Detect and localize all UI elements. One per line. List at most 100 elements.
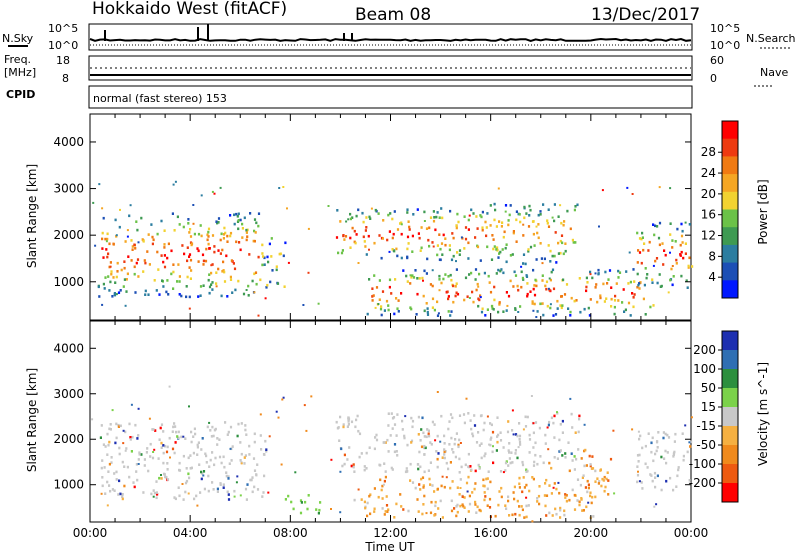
data-cell (380, 256, 383, 260)
data-cell (409, 282, 412, 285)
data-cell (382, 441, 385, 444)
data-cell (557, 241, 560, 245)
data-cell (178, 461, 181, 465)
data-cell (573, 455, 576, 458)
data-cell (562, 278, 565, 282)
data-cell (135, 470, 138, 473)
data-cell (490, 258, 494, 261)
data-cell (117, 423, 120, 427)
data-cell (651, 436, 654, 440)
data-cell (178, 280, 181, 283)
data-cell (156, 493, 159, 496)
data-cell (455, 268, 458, 271)
data-cell (218, 455, 222, 459)
data-cell (244, 454, 247, 457)
data-cell (168, 385, 171, 388)
data-cell (143, 458, 146, 461)
data-cell (552, 287, 556, 291)
data-cell (613, 305, 616, 309)
data-cell (443, 453, 446, 456)
data-cell (204, 452, 207, 456)
data-cell (374, 208, 377, 212)
data-cell (341, 249, 344, 252)
data-cell (184, 490, 187, 494)
data-cell (531, 476, 534, 479)
data-cell (417, 510, 420, 513)
data-cell (547, 287, 550, 290)
data-cell (245, 228, 248, 232)
data-cell (665, 479, 668, 483)
data-cell (109, 423, 112, 426)
data-cell (541, 279, 544, 282)
data-cell (633, 280, 636, 283)
data-cell (387, 424, 390, 427)
data-cell (183, 252, 186, 256)
data-cell (486, 308, 489, 311)
data-cell (115, 234, 118, 237)
data-cell (502, 446, 505, 449)
data-cell (229, 231, 233, 235)
data-cell (253, 229, 256, 233)
data-cell (495, 225, 498, 228)
colorbar-tick-label: 16 (701, 208, 716, 222)
data-cell (244, 424, 247, 427)
data-cell (429, 461, 432, 464)
data-cell (423, 309, 426, 313)
data-cell (662, 431, 665, 434)
data-cell (485, 226, 488, 229)
data-cell (369, 512, 372, 516)
data-cell (639, 281, 642, 284)
data-cell (502, 471, 505, 474)
data-cell (519, 305, 522, 308)
data-cell (373, 507, 376, 511)
data-cell (638, 480, 641, 483)
data-cell (536, 231, 539, 235)
data-cell (609, 457, 613, 461)
data-cell (605, 297, 608, 300)
data-cell (563, 513, 566, 517)
data-cell (403, 434, 406, 438)
data-cell (373, 487, 376, 490)
data-cell (393, 516, 396, 519)
data-cell (560, 221, 563, 225)
data-cell (583, 449, 586, 453)
data-cell (473, 414, 476, 417)
data-cell (406, 280, 409, 283)
data-cell (487, 274, 490, 278)
data-cell (113, 472, 116, 475)
data-cell (474, 278, 477, 281)
data-cell (122, 442, 125, 445)
data-cell (350, 420, 354, 424)
data-cell (570, 296, 573, 300)
data-cell (440, 484, 443, 488)
data-cell (167, 293, 170, 296)
data-cell (108, 242, 111, 246)
nsky-spikes (104, 24, 353, 41)
data-cell (381, 497, 384, 500)
data-cell (197, 295, 200, 298)
data-cell (264, 297, 267, 300)
data-cell (601, 189, 604, 192)
data-cell (528, 433, 531, 437)
data-cell (259, 278, 262, 282)
data-cell (463, 496, 466, 499)
data-cell (671, 246, 674, 249)
data-cell (445, 476, 448, 479)
data-cell (354, 425, 357, 429)
data-cell (644, 313, 647, 316)
data-cell (108, 484, 111, 487)
data-cell (486, 212, 489, 215)
data-cell (501, 221, 504, 224)
data-cell (428, 434, 431, 438)
data-cell (494, 514, 497, 518)
data-cell (239, 459, 242, 462)
data-cell (396, 454, 399, 457)
data-cell (215, 220, 218, 223)
data-cell (372, 294, 375, 297)
data-cell (431, 484, 434, 487)
data-cell (227, 493, 230, 496)
data-cell (106, 255, 109, 259)
data-cell (654, 452, 657, 456)
data-cell (253, 272, 256, 276)
data-cell (358, 455, 361, 459)
